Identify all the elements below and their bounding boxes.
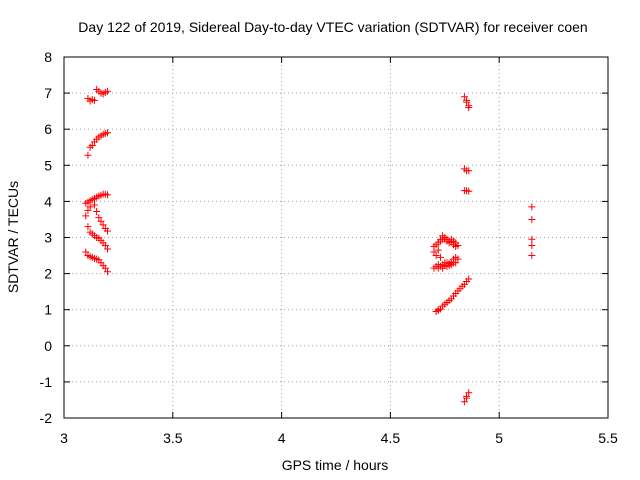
y-tick-label: 4 — [44, 193, 52, 209]
data-point — [99, 221, 107, 229]
y-tick-label: -2 — [40, 410, 53, 426]
data-point — [452, 259, 460, 267]
data-point — [528, 241, 536, 249]
data-point — [528, 235, 536, 243]
y-tick-label: -1 — [40, 374, 53, 390]
data-point — [465, 104, 473, 112]
grid — [64, 57, 608, 418]
data-point — [104, 87, 112, 95]
data-point — [528, 215, 536, 223]
x-tick-label: 4 — [278, 430, 286, 446]
data-point — [93, 208, 101, 216]
y-axis-label: SDTVAR / TECUs — [5, 181, 21, 293]
data-point — [460, 93, 468, 101]
data-point — [84, 151, 92, 159]
data-points — [82, 85, 536, 406]
data-point — [82, 248, 90, 256]
x-tick-label: 5.5 — [598, 430, 618, 446]
data-point — [454, 255, 462, 263]
data-point — [90, 96, 98, 104]
data-point — [528, 252, 536, 260]
data-point — [104, 227, 112, 235]
x-axis-label: GPS time / hours — [282, 457, 389, 473]
y-tick-label: 5 — [44, 157, 52, 173]
data-point — [101, 241, 109, 249]
y-tick-label: 7 — [44, 85, 52, 101]
data-point — [104, 191, 112, 199]
x-axis: 3 3.5 4 4.5 5 5.5 — [60, 57, 618, 446]
chart-title: Day 122 of 2019, Sidereal Day-to-day VTE… — [78, 19, 587, 35]
data-point — [528, 203, 536, 211]
y-axis: -2 -1 0 1 2 3 4 5 6 7 8 — [40, 49, 608, 426]
y-tick-label: 6 — [44, 121, 52, 137]
y-tick-label: 1 — [44, 302, 52, 318]
data-point — [465, 187, 473, 195]
data-point — [436, 253, 444, 261]
x-tick-label: 4.5 — [381, 430, 401, 446]
data-point — [465, 275, 473, 283]
x-tick-label: 5 — [495, 430, 503, 446]
data-point — [465, 389, 473, 397]
y-tick-label: 0 — [44, 338, 52, 354]
data-point — [463, 98, 471, 106]
data-point — [101, 264, 109, 272]
data-point — [104, 245, 112, 253]
data-point — [84, 206, 92, 214]
data-point — [432, 252, 440, 260]
data-point — [434, 246, 442, 254]
y-tick-label: 2 — [44, 266, 52, 282]
data-point — [463, 392, 471, 400]
data-point — [104, 129, 112, 137]
data-point — [88, 141, 96, 149]
data-point — [95, 214, 103, 222]
data-point — [86, 203, 94, 211]
data-point — [465, 167, 473, 175]
x-tick-label: 3.5 — [163, 430, 183, 446]
data-point — [104, 268, 112, 276]
y-tick-label: 8 — [44, 49, 52, 65]
x-tick-label: 3 — [60, 430, 68, 446]
data-point — [84, 223, 92, 231]
data-point — [454, 241, 462, 249]
data-point — [90, 201, 98, 209]
data-point — [460, 398, 468, 406]
data-point — [97, 217, 105, 225]
y-tick-label: 3 — [44, 230, 52, 246]
data-point — [82, 212, 90, 220]
